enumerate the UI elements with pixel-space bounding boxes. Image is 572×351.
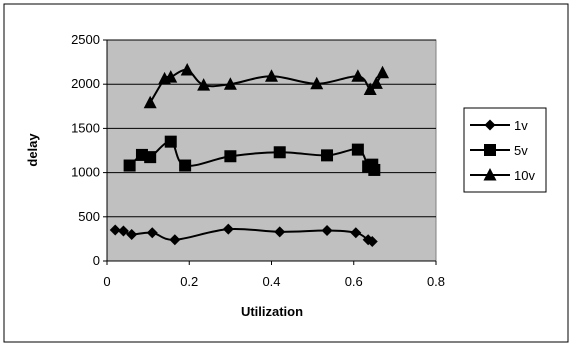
y-tick-label: 0	[93, 253, 100, 268]
legend-entry: 10v	[470, 168, 535, 183]
data-point-square	[123, 159, 136, 172]
data-point-diamond	[109, 224, 121, 236]
x-axis: 0 0.2 0.4 0.6 0.8	[103, 260, 445, 289]
data-point-diamond	[169, 234, 181, 246]
data-point-triangle	[351, 69, 365, 82]
data-point-triangle	[143, 95, 157, 109]
series-layer	[109, 63, 390, 248]
y-axis-title: delay	[25, 133, 40, 167]
legend-label: 1v	[514, 118, 528, 133]
legend-entry: 1v	[470, 118, 528, 133]
data-point-triangle	[369, 76, 383, 89]
data-point-diamond	[117, 225, 129, 237]
data-point-triangle	[265, 69, 278, 82]
data-point-triangle	[180, 63, 194, 76]
x-tick-label: 0.6	[345, 274, 363, 289]
data-point-diamond	[126, 228, 138, 240]
x-tick-label: 0.8	[427, 274, 445, 289]
series-5v	[123, 135, 381, 176]
series-10v	[143, 63, 390, 109]
data-point-triangle	[197, 78, 211, 91]
data-point-triangle	[164, 70, 178, 83]
data-point-square	[144, 151, 157, 164]
x-tick-label: 0	[103, 274, 110, 289]
legend-label: 10v	[514, 168, 535, 183]
data-point-square	[351, 143, 364, 156]
series-1v	[109, 223, 378, 248]
legend-marker-square	[484, 144, 496, 156]
legend-entry: 5v	[470, 143, 528, 158]
y-tick-label: 1000	[71, 165, 100, 180]
data-point-square	[321, 149, 334, 162]
x-tick-label: 0.4	[262, 274, 280, 289]
y-tick-label: 1500	[71, 120, 100, 135]
y-tick-label: 2000	[71, 76, 100, 91]
y-tick-label: 2500	[71, 32, 100, 47]
data-point-triangle	[376, 65, 390, 79]
y-axis: 0 500 1000 1500 2000 2500	[71, 32, 108, 268]
data-point-square	[273, 146, 286, 159]
data-point-diamond	[350, 227, 362, 239]
data-point-square	[368, 163, 381, 176]
data-point-square	[179, 159, 192, 172]
data-point-diamond	[222, 223, 234, 235]
data-point-square	[164, 135, 177, 148]
data-point-triangle	[223, 77, 237, 90]
data-point-triangle	[310, 76, 324, 90]
data-point-diamond	[366, 236, 378, 248]
x-axis-title: Utilization	[241, 304, 303, 319]
data-point-diamond	[146, 227, 158, 239]
data-point-diamond	[274, 226, 286, 238]
data-point-diamond	[321, 225, 333, 237]
legend-marker-diamond	[484, 119, 496, 131]
data-point-square	[224, 150, 237, 163]
y-tick-label: 500	[78, 209, 100, 224]
legend-marker-triangle	[483, 168, 497, 181]
legend-label: 5v	[514, 143, 528, 158]
x-tick-label: 0.2	[180, 274, 198, 289]
legend: 1v 5v 10v	[463, 107, 547, 193]
